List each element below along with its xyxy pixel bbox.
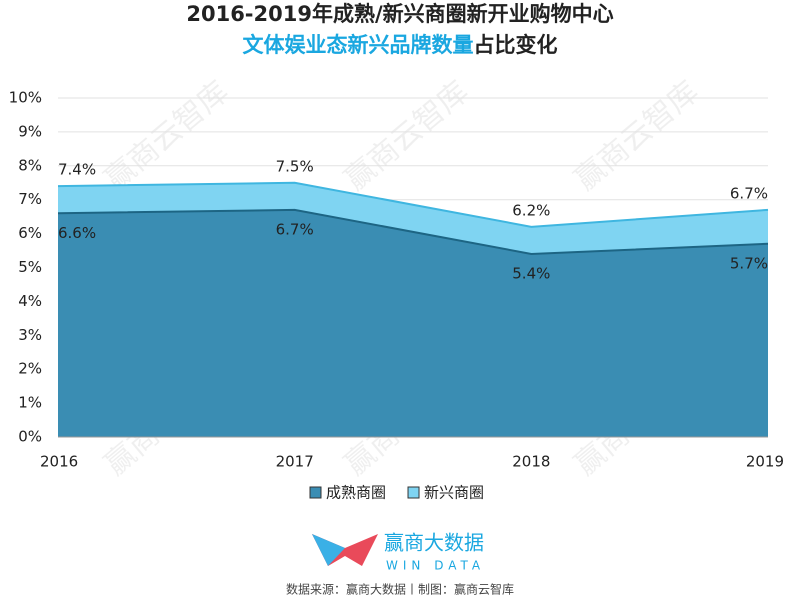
y-tick-label: 8% bbox=[18, 156, 42, 174]
watermark: 赢商云智库 bbox=[568, 74, 705, 197]
logo-icon bbox=[312, 534, 345, 566]
subtitle-highlight: 文体娱业态新兴品牌数量 bbox=[243, 33, 474, 57]
area bbox=[58, 209, 768, 437]
data-label: 5.4% bbox=[512, 264, 550, 282]
line bbox=[57, 208, 769, 255]
legend-swatch bbox=[407, 486, 420, 499]
chart-title: 2016-2019年成熟/新兴商圈新开业购物中心 bbox=[186, 2, 613, 26]
source: 数据来源：赢商大数据丨制图：赢商云智库 bbox=[286, 582, 514, 597]
plot: 0% 1% 2% 3% 4% 5% 6% 7% 8% 9% 10% 2016 2017 2018 2019 7… bbox=[9, 89, 784, 471]
data-label: 6.7% bbox=[276, 220, 314, 238]
y-tick-label: 3% bbox=[18, 326, 42, 344]
line bbox=[57, 181, 769, 228]
x-tick-label: 2017 bbox=[276, 453, 314, 471]
logo: 赢商大数据 WIN DATA bbox=[312, 531, 485, 573]
data-label: 6.7% bbox=[730, 184, 768, 202]
y-tick-label: 2% bbox=[18, 360, 42, 378]
subtitle-rest: 占比变化 bbox=[474, 33, 558, 57]
legend-label: 成熟商圈 bbox=[326, 484, 386, 502]
logo-subtext: WIN DATA bbox=[386, 559, 485, 573]
data-label: 7.5% bbox=[276, 157, 314, 175]
data-label: 7.4% bbox=[58, 161, 96, 179]
y-tick-label: 0% bbox=[18, 428, 42, 446]
y-tick-label: 6% bbox=[18, 224, 42, 242]
legend-label: 新兴商圈 bbox=[424, 484, 484, 502]
watermark: 赢商云智库 bbox=[338, 74, 475, 197]
x-tick-label: 2019 bbox=[746, 453, 784, 471]
x-tick-label: 2016 bbox=[40, 453, 78, 471]
y-tick-label: 1% bbox=[18, 394, 42, 412]
data-label: 5.7% bbox=[730, 254, 768, 272]
y-tick-label: 7% bbox=[18, 190, 42, 208]
x-tick-label: 2018 bbox=[512, 453, 550, 471]
chart-subtitle: 文体娱业态新兴品牌数量占比变化 bbox=[243, 33, 558, 57]
logo-text: 赢商大数据 bbox=[384, 531, 484, 555]
y-tick-label: 5% bbox=[18, 258, 42, 276]
y-tick-label: 9% bbox=[18, 122, 42, 140]
data-label: 6.6% bbox=[58, 224, 96, 242]
watermark: 赢商云智库 bbox=[98, 74, 235, 197]
legend-swatch bbox=[309, 486, 322, 499]
y-tick-label: 4% bbox=[18, 292, 42, 310]
y-tick-label: 10% bbox=[9, 89, 42, 107]
data-label: 6.2% bbox=[512, 201, 550, 219]
